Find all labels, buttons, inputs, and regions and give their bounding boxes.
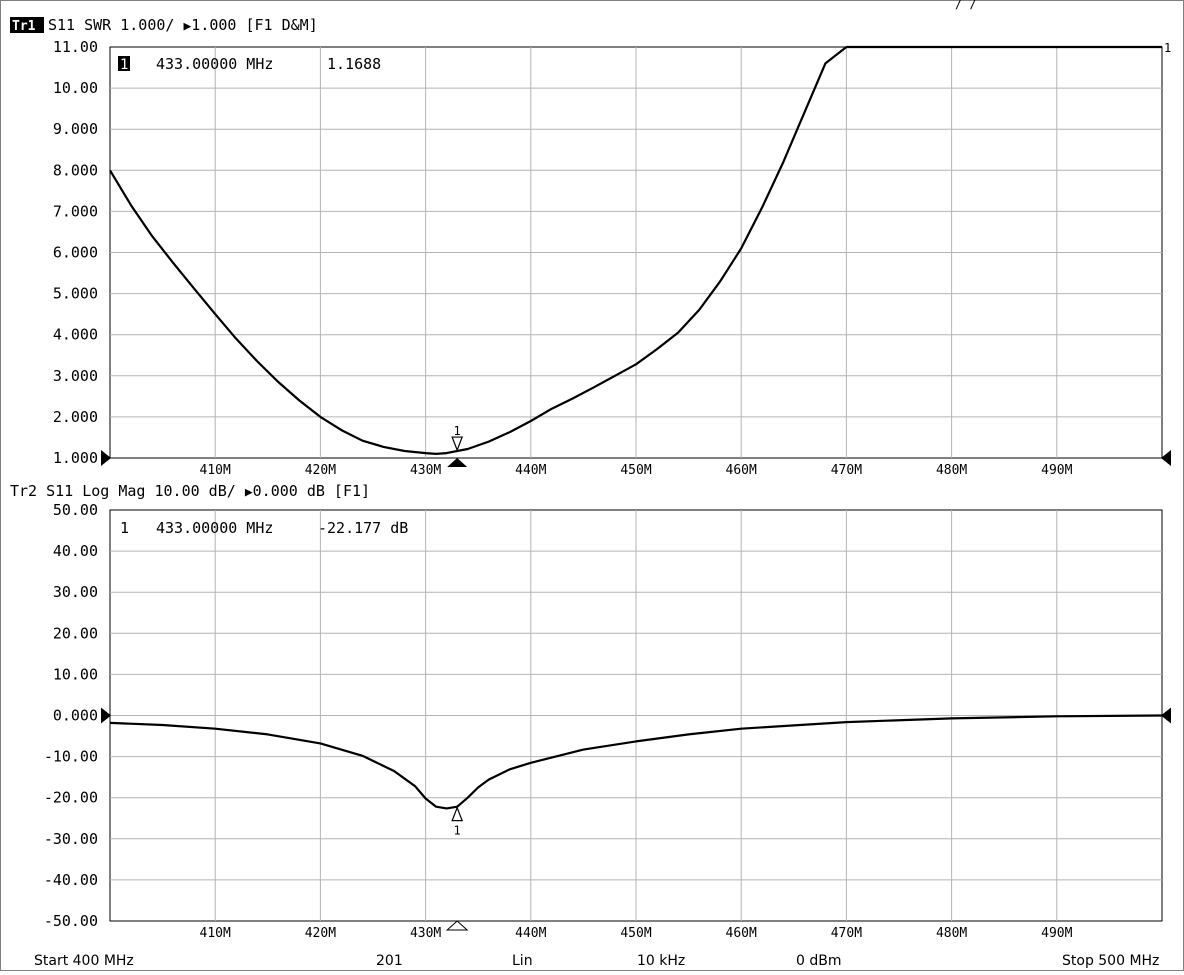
y-tick-label: 7.000	[53, 202, 98, 220]
x-tick-label: 440M	[515, 926, 546, 941]
footer-ifbw[interactable]: 10 kHz	[637, 953, 685, 969]
footer-power[interactable]: 0 dBm	[796, 953, 842, 969]
x-tick-label: 490M	[1041, 926, 1072, 941]
x-tick-label: 430M	[410, 463, 441, 478]
y-tick-label: 1.000	[53, 449, 98, 467]
trace-1-marker-value: 1.1688	[327, 55, 381, 73]
y-tick-label: 6.000	[53, 244, 98, 262]
y-tick-label: 5.000	[53, 285, 98, 303]
trace-2-marker-frequency: 433.00000 MHz	[156, 519, 273, 537]
y-tick-label: 20.00	[53, 624, 98, 642]
trace-2-title[interactable]: Tr2 S11 Log Mag 10.00 dB/ ▶0.000 dB [F1]	[10, 482, 370, 500]
x-tick-label: 420M	[305, 463, 336, 478]
x-tick-label: 410M	[200, 926, 231, 941]
trace-1-right-edge-label: 1	[1164, 41, 1171, 55]
y-tick-label: 3.000	[53, 367, 98, 385]
x-tick-label: 490M	[1041, 463, 1072, 478]
y-tick-label: -40.00	[44, 871, 98, 889]
x-tick-label: 410M	[200, 463, 231, 478]
marker-1-stimulus-triangle	[447, 458, 468, 467]
x-tick-label: 420M	[305, 926, 336, 941]
footer-stop[interactable]: Stop 500 MHz	[1062, 953, 1159, 969]
y-tick-label: 4.000	[53, 326, 98, 344]
marker-1-triangle	[451, 436, 464, 452]
y-tick-label: -30.00	[44, 830, 98, 848]
trace-2-marker-value: -22.177 dB	[318, 519, 408, 537]
y-tick-label: 30.00	[53, 583, 98, 601]
y-tick-label: 50.00	[53, 501, 98, 519]
y-tick-label: 10.00	[53, 79, 98, 97]
y-tick-label: -20.00	[44, 789, 98, 807]
swr-plot: 410M 420M 430M 440M 450M 460M 470M 480M 490M11.0…	[53, 38, 1171, 478]
trace-1-marker-frequency: 433.00000 MHz	[156, 55, 273, 73]
x-tick-label: 480M	[936, 463, 967, 478]
y-tick-label: 8.000	[53, 161, 98, 179]
x-tick-label: 450M	[620, 463, 651, 478]
x-tick-label: 430M	[410, 926, 441, 941]
x-tick-label: 450M	[620, 926, 651, 941]
ref-level-right-arrow	[1161, 450, 1171, 466]
marker-1-triangle	[451, 805, 464, 822]
trace-1-marker-index: 1	[120, 57, 128, 73]
trace-line	[109, 714, 1163, 810]
x-tick-label: 480M	[936, 926, 967, 941]
trace-2-marker-index: 1	[120, 519, 129, 537]
x-tick-label: 470M	[831, 926, 862, 941]
footer-bar: Start 400 MHz 201 Lin 10 kHz 0 dBm Stop …	[34, 953, 1159, 969]
marker-1-label: 1	[454, 824, 461, 838]
y-tick-label: 40.00	[53, 542, 98, 560]
y-tick-label: 2.000	[53, 408, 98, 426]
logmag-plot: 410M 420M 430M 440M 450M 460M 470M 480M 490M 50.0…	[44, 501, 1171, 941]
ref-level-left-arrow	[101, 450, 111, 466]
y-tick-label: -10.00	[44, 748, 98, 766]
y-tick-label: 11.00	[53, 38, 98, 56]
marker-1-label: 1	[454, 424, 461, 438]
ref-level-left-arrow	[101, 707, 111, 724]
footer-points[interactable]: 201	[376, 953, 403, 969]
marker-1-stimulus-triangle	[445, 920, 469, 931]
y-tick-label: -50.00	[44, 912, 98, 930]
channel-title-fragment: / /	[955, 0, 977, 11]
footer-start[interactable]: Start 400 MHz	[34, 953, 134, 969]
y-tick-label: 10.00	[53, 665, 98, 683]
x-tick-label: 460M	[726, 463, 757, 478]
trace-1-id-box[interactable]	[10, 17, 44, 33]
trace-1-id[interactable]: Tr1	[12, 19, 36, 34]
y-tick-label: 9.000	[53, 120, 98, 138]
ref-level-right-arrow	[1161, 707, 1171, 724]
x-tick-label: 440M	[515, 463, 546, 478]
x-tick-label: 470M	[831, 463, 862, 478]
trace-1-title[interactable]: S11 SWR 1.000/ ▶1.000 [F1 D&M]	[48, 16, 318, 34]
trace-1-marker-index-box	[118, 56, 130, 71]
trace-line	[109, 45, 1162, 455]
x-tick-label: 460M	[726, 926, 757, 941]
footer-sweep-type[interactable]: Lin	[512, 953, 533, 969]
y-tick-label: 0.000	[53, 707, 98, 725]
